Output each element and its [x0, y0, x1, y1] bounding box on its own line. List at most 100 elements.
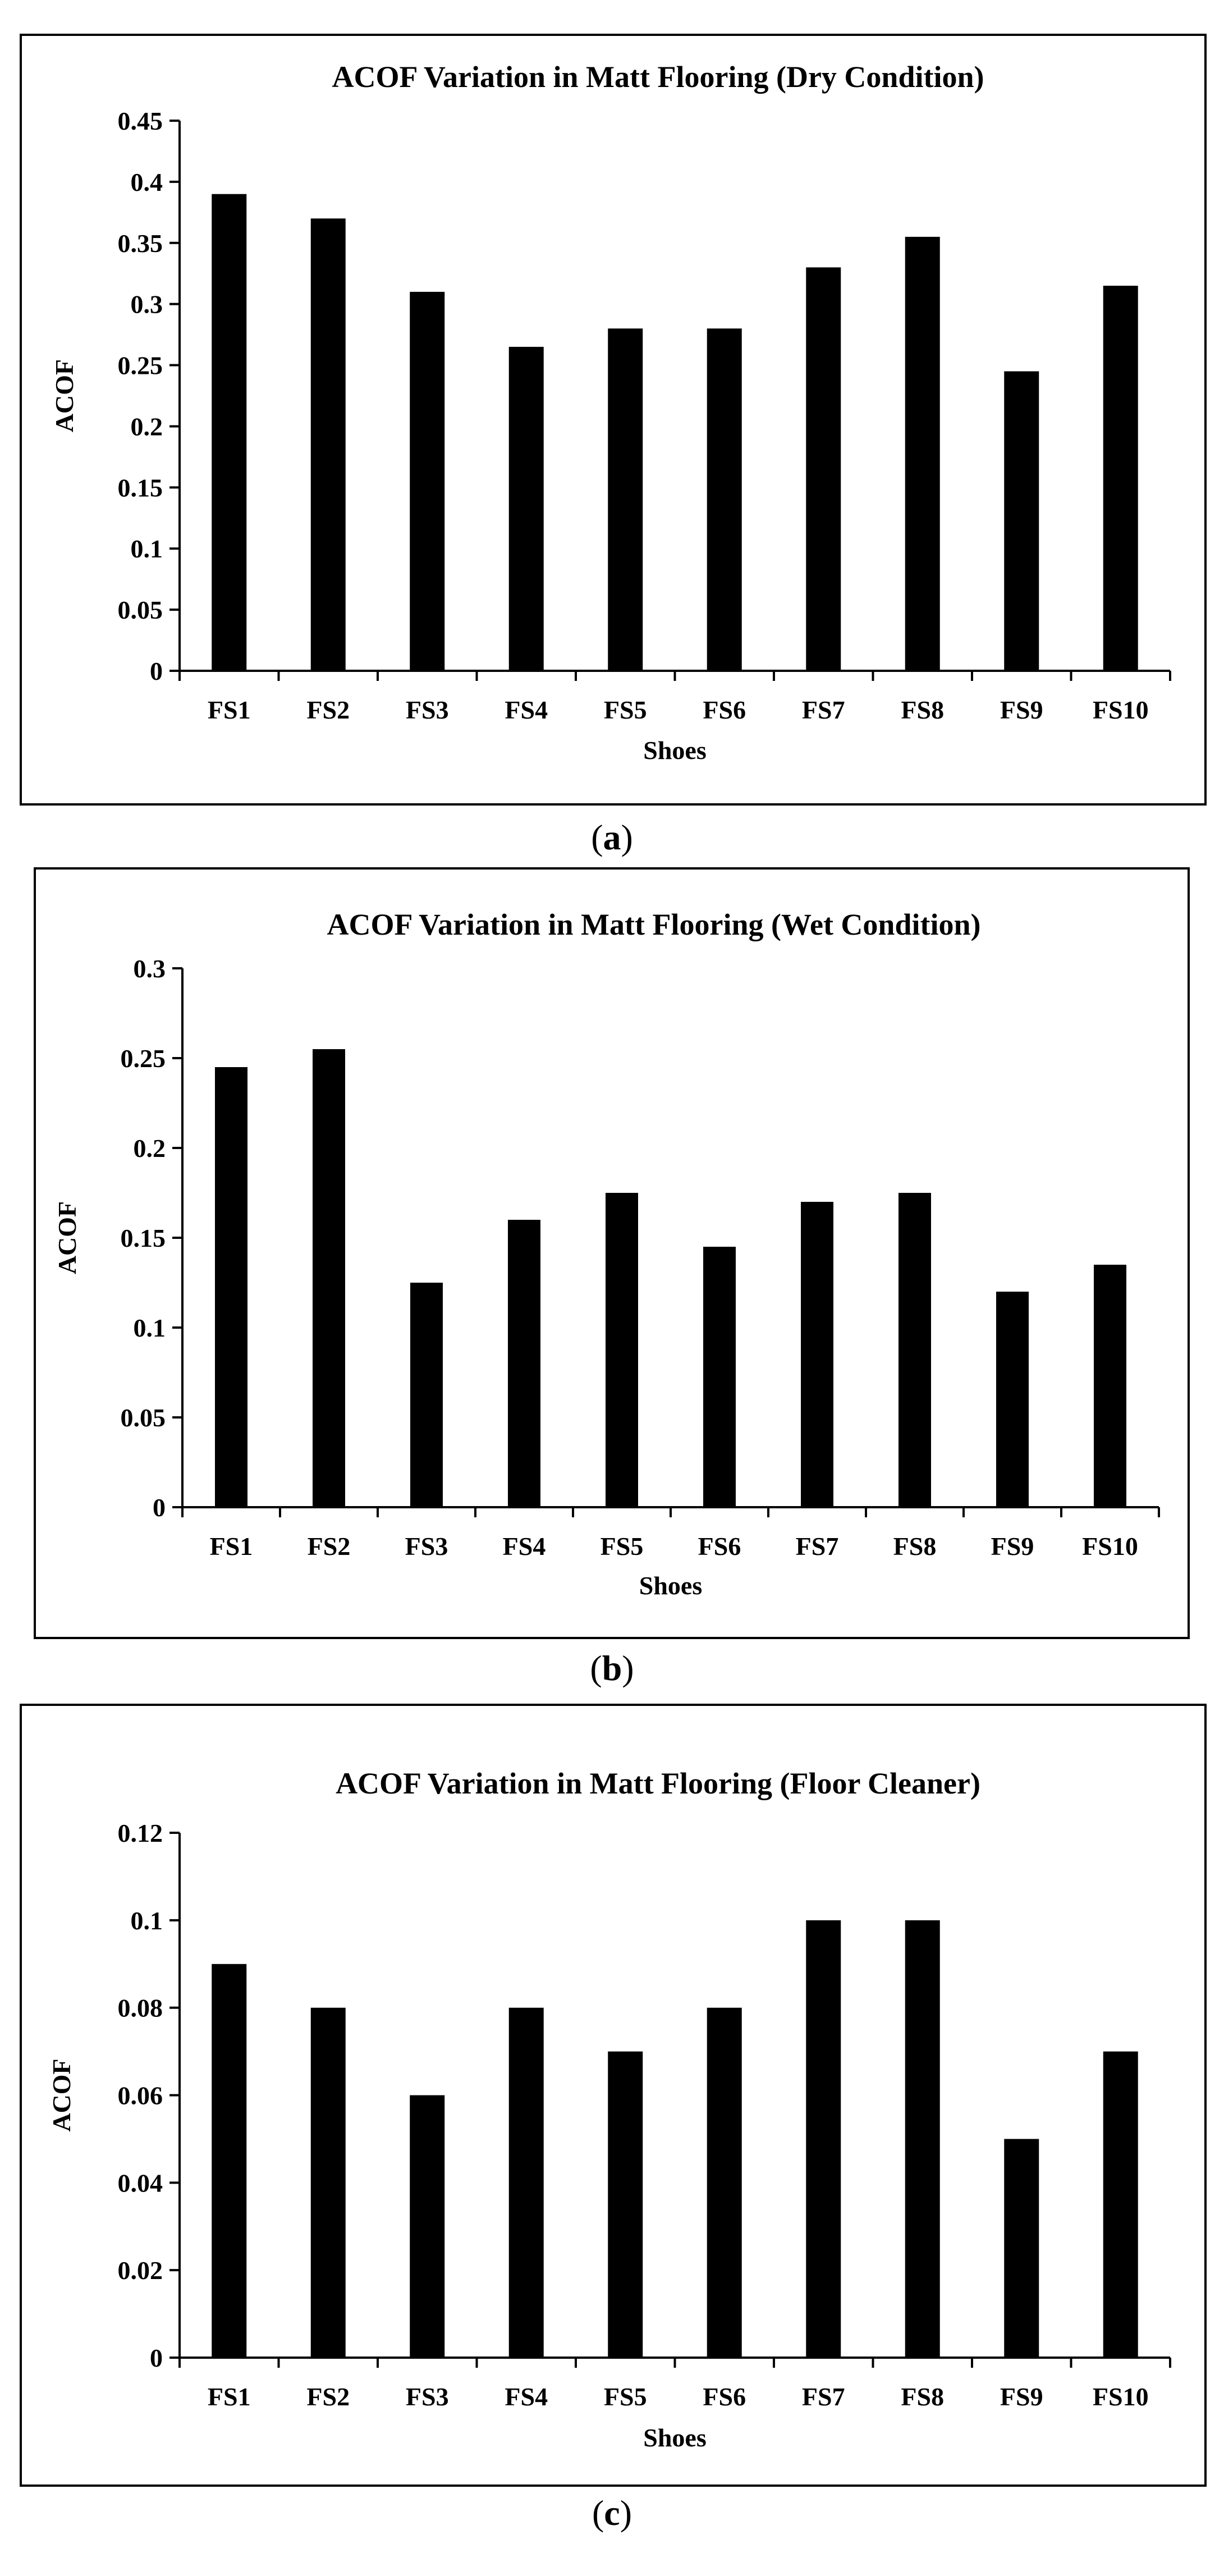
chart-b-y-tick-label: 0.2 — [134, 1134, 166, 1163]
chart-c-bar-fs3 — [410, 2095, 445, 2358]
chart-b-x-tick-label: FS6 — [698, 1532, 741, 1561]
sublabel-b-letter: b — [602, 1648, 622, 1688]
chart-b-bar-fs2 — [313, 1049, 345, 1507]
chart-b-bar-fs8 — [898, 1193, 931, 1507]
chart-c-x-tick-label: FS5 — [604, 2382, 647, 2411]
sublabel-a-letter: a — [603, 817, 621, 857]
chart-c-y-tick-label: 0.08 — [118, 1994, 163, 2023]
chart-a-y-tick-label: 0.2 — [131, 412, 163, 441]
chart-b-y-tick-label: 0.05 — [121, 1403, 166, 1432]
chart-a-x-tick-label: FS1 — [208, 696, 251, 724]
chart-b-y-tick-label: 0.1 — [134, 1314, 166, 1342]
chart-c-y-tick-label: 0.06 — [118, 2081, 163, 2110]
chart-a-y-tick-label: 0.45 — [118, 107, 163, 135]
chart-c-bar-fs8 — [905, 1920, 940, 2358]
sublabel-b-close: ) — [622, 1648, 634, 1688]
chart-c-x-tick-label: FS10 — [1093, 2382, 1149, 2411]
chart-b-x-tick-label: FS8 — [893, 1532, 937, 1561]
chart-b-bar-fs7 — [801, 1202, 833, 1507]
chart-c-x-tick-label: FS3 — [406, 2382, 449, 2411]
chart-c-x-tick-label: FS1 — [208, 2382, 251, 2411]
chart-a-bar-fs6 — [707, 328, 742, 671]
chart-a-bar-fs8 — [905, 236, 940, 671]
chart-a-bar-fs4 — [508, 346, 544, 671]
chart-a-x-tick-label: FS8 — [901, 696, 944, 724]
chart-b-y-tick-label: 0.15 — [121, 1224, 166, 1252]
chart-b-bar-fs1 — [215, 1067, 247, 1507]
chart-c-x-axis-label: Shoes — [643, 2423, 706, 2452]
chart-c-y-axis-label: ACOF — [47, 2058, 76, 2131]
chart-b-y-tick-label: 0.25 — [121, 1044, 166, 1073]
chart-b-y-tick-label: 0.3 — [134, 954, 166, 983]
chart-a-y-tick-label: 0.4 — [131, 168, 163, 196]
chart-b-bar-fs4 — [508, 1220, 540, 1507]
sublabel-a: (a) — [0, 817, 1224, 858]
chart-c-x-tick-label: FS2 — [306, 2382, 350, 2411]
chart-a-title: ACOF Variation in Matt Flooring (Dry Con… — [332, 60, 984, 94]
chart-a-bar-fs1 — [212, 194, 247, 671]
chart-a-x-axis-label: Shoes — [643, 736, 706, 765]
chart-c-bar-fs10 — [1103, 2051, 1138, 2358]
chart-c-x-tick-label: FS4 — [505, 2382, 548, 2411]
chart-c-y-tick-label: 0.04 — [118, 2168, 163, 2197]
chart-c-bar-fs5 — [608, 2051, 643, 2358]
chart-b: ACOF Variation in Matt Flooring (Wet Con… — [53, 908, 1160, 1600]
chart-c-y-tick-label: 0.12 — [118, 1819, 163, 1847]
chart-a-y-axis-label: ACOF — [50, 359, 79, 432]
chart-b-x-axis-label: Shoes — [639, 1571, 702, 1600]
chart-a-x-tick-label: FS2 — [306, 696, 350, 724]
chart-a-x-tick-label: FS5 — [604, 696, 647, 724]
chart-c-x-tick-label: FS9 — [1000, 2382, 1043, 2411]
chart-b-x-tick-label: FS5 — [600, 1532, 644, 1561]
chart-a-x-tick-label: FS10 — [1093, 696, 1149, 724]
sublabel-c-open: ( — [592, 2493, 604, 2533]
chart-c-bar-fs7 — [806, 1920, 841, 2358]
chart-a-x-tick-label: FS3 — [406, 696, 449, 724]
chart-c-x-tick-label: FS8 — [901, 2382, 944, 2411]
sublabel-c-letter: c — [604, 2493, 620, 2533]
chart-c-x-tick-label: FS7 — [802, 2382, 845, 2411]
sublabel-a-close: ) — [621, 817, 633, 857]
chart-a-y-tick-label: 0.05 — [118, 596, 163, 624]
chart-a-y-tick-label: 0.35 — [118, 229, 163, 258]
chart-a-y-tick-label: 0.1 — [131, 534, 163, 563]
chart-c-bar-fs4 — [508, 2007, 544, 2358]
chart-a-y-tick-label: 0.25 — [118, 351, 163, 380]
chart-b-bar-fs6 — [703, 1247, 736, 1507]
chart-b-y-tick-label: 0 — [153, 1493, 166, 1522]
chart-c-y-tick-label: 0.1 — [131, 1906, 163, 1935]
sublabel-b: (b) — [0, 1648, 1224, 1689]
chart-b-bar-fs5 — [606, 1193, 638, 1507]
chart-c-y-tick-label: 0.02 — [118, 2256, 163, 2285]
chart-a-x-tick-label: FS9 — [1000, 696, 1043, 724]
chart-b-x-tick-label: FS10 — [1082, 1532, 1138, 1561]
chart-a-y-tick-label: 0.3 — [131, 290, 163, 319]
chart-a-x-tick-label: FS6 — [703, 696, 746, 724]
chart-c-title: ACOF Variation in Matt Flooring (Floor C… — [336, 1767, 980, 1800]
chart-c-bar-fs2 — [310, 2007, 346, 2358]
chart-a-x-tick-label: FS7 — [802, 696, 845, 724]
chart-b-title: ACOF Variation in Matt Flooring (Wet Con… — [327, 908, 980, 941]
chart-b-bar-fs10 — [1094, 1265, 1126, 1507]
chart-c-bar-fs6 — [707, 2007, 742, 2358]
chart-a: ACOF Variation in Matt Flooring (Dry Con… — [50, 60, 1171, 765]
chart-c-bar-fs1 — [212, 1964, 247, 2358]
chart-a-bar-fs10 — [1103, 286, 1138, 671]
chart-b-bar-fs9 — [996, 1292, 1029, 1507]
chart-b-x-tick-label: FS7 — [796, 1532, 839, 1561]
chart-c-bar-fs9 — [1004, 2139, 1039, 2358]
chart-a-bar-fs5 — [608, 328, 643, 671]
chart-a-bar-fs9 — [1004, 371, 1039, 671]
chart-a-x-tick-label: FS4 — [505, 696, 548, 724]
chart-b-x-tick-label: FS1 — [210, 1532, 253, 1561]
chart-b-x-tick-label: FS9 — [991, 1532, 1034, 1561]
chart-a-y-tick-label: 0 — [150, 657, 163, 685]
chart-a-y-tick-label: 0.15 — [118, 473, 163, 502]
sublabel-b-open: ( — [590, 1648, 602, 1688]
chart-a-bar-fs2 — [310, 218, 346, 671]
chart-c-y-tick-label: 0 — [150, 2344, 163, 2372]
sublabel-c-close: ) — [620, 2493, 632, 2533]
sublabel-c: (c) — [0, 2492, 1224, 2534]
chart-b-x-tick-label: FS3 — [405, 1532, 448, 1561]
